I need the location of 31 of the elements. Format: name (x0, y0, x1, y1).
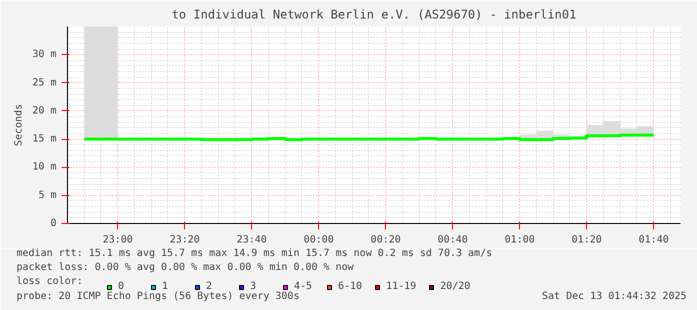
legend-label: 2 (206, 281, 212, 292)
x-tick-label: 00:20 (370, 234, 401, 246)
text: Sat Dec 13 01:44:32 2025 (542, 291, 687, 302)
text: probe: 20 ICMP Echo Pings (56 Bytes) every 300s (16, 291, 300, 302)
chart-title: to Individual Network Berlin e.V. (AS29670) - inberlin01 (172, 8, 576, 22)
x-tick-label: 00:40 (438, 234, 468, 246)
y-axis-title: Seconds (13, 104, 24, 146)
legend-title: loss color: (16, 276, 83, 287)
legend-label: 1 (162, 281, 170, 292)
x-tick-label: 23:20 (170, 234, 200, 246)
x-tick-label: 23:40 (236, 234, 267, 246)
legend-label: 20/20 (440, 281, 470, 292)
y-tick-label: 25 m (32, 77, 57, 88)
legend-label: 3 (250, 281, 258, 292)
y-tick-label: 20 m (32, 105, 57, 116)
legend-label: 6-10 (338, 281, 362, 292)
y-tick-label: 10 m (32, 162, 57, 173)
x-tick-label: 01:40 (638, 234, 669, 246)
legend-label: 11-19 (386, 281, 416, 292)
legend-label: 0 (118, 281, 124, 292)
y-tick-label: 30 m (32, 49, 57, 60)
x-tick-label: 01:00 (504, 234, 535, 246)
y-tick-label: 15 m (32, 134, 57, 145)
x-tick-label: 00:00 (304, 234, 334, 246)
y-tick-label: 5 m (38, 190, 56, 201)
y-tick-label: 0 (50, 218, 57, 229)
x-tick-label: 23:00 (102, 234, 133, 246)
x-tick-label: 01:20 (572, 234, 602, 246)
text: median rtt: 15.1 ms avg 15.7 ms max 14.9 ms min 15.7 ms now 0.2 ms sd 70.3 am/s (16, 248, 492, 259)
legend-label: 4-5 (294, 281, 314, 292)
text: packet loss: 0.00 % avg 0.00 % max 0.00 % min 0.00 % now (16, 262, 355, 273)
